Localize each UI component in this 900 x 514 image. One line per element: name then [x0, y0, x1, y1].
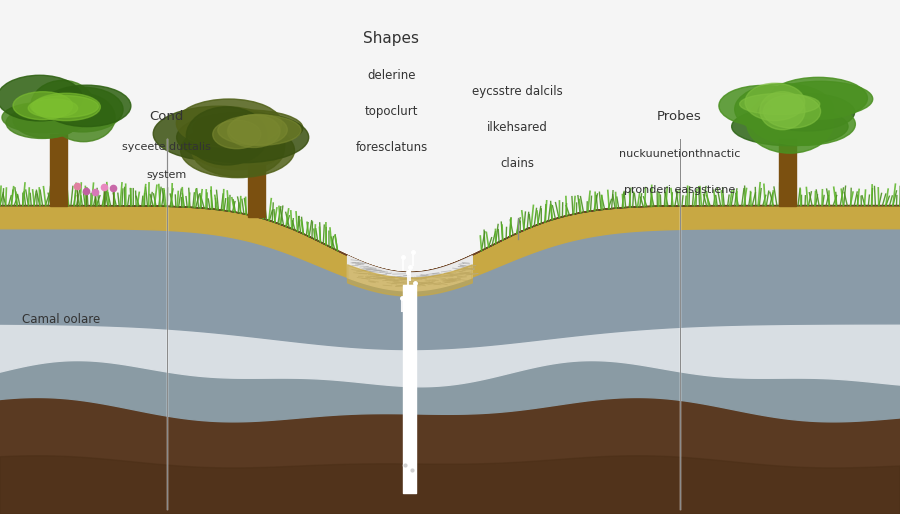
Ellipse shape [181, 123, 294, 178]
Ellipse shape [32, 93, 101, 121]
Text: clains: clains [500, 157, 535, 170]
Text: system: system [147, 170, 186, 180]
Bar [779, 139, 796, 206]
Text: eycsstre dalcils: eycsstre dalcils [472, 85, 562, 98]
Ellipse shape [768, 81, 873, 117]
Ellipse shape [719, 85, 806, 126]
Ellipse shape [192, 122, 284, 177]
Bar [50, 134, 67, 206]
Ellipse shape [740, 94, 820, 115]
Bar [248, 166, 265, 217]
Ellipse shape [770, 77, 868, 119]
Ellipse shape [747, 93, 833, 153]
Text: delerine: delerine [367, 69, 416, 82]
Text: foresclatuns: foresclatuns [356, 141, 427, 154]
Ellipse shape [6, 107, 78, 138]
Ellipse shape [218, 115, 301, 145]
Ellipse shape [176, 112, 309, 163]
Text: topoclurt: topoclurt [364, 105, 418, 118]
Ellipse shape [31, 80, 94, 133]
Ellipse shape [758, 94, 855, 131]
Text: Probes: Probes [657, 111, 702, 123]
Ellipse shape [752, 103, 855, 145]
Ellipse shape [43, 85, 130, 126]
Text: Camal oolare: Camal oolare [22, 314, 101, 326]
Ellipse shape [745, 83, 805, 121]
Ellipse shape [193, 110, 303, 146]
Ellipse shape [734, 84, 833, 135]
Ellipse shape [14, 101, 80, 138]
Ellipse shape [176, 99, 282, 148]
Ellipse shape [189, 121, 285, 170]
Text: Cond: Cond [149, 111, 184, 123]
Ellipse shape [13, 91, 73, 120]
Ellipse shape [0, 75, 82, 121]
Ellipse shape [31, 96, 98, 117]
Text: pronderi easgstiene: pronderi easgstiene [624, 186, 735, 195]
Ellipse shape [229, 115, 287, 145]
Ellipse shape [760, 91, 805, 130]
Ellipse shape [212, 120, 261, 149]
Text: syceete duttalis: syceete duttalis [122, 142, 211, 152]
Ellipse shape [186, 107, 267, 165]
Text: Shapes: Shapes [364, 31, 419, 46]
Ellipse shape [763, 95, 821, 128]
Text: ilkehsared: ilkehsared [487, 121, 548, 134]
Text: nuckuunetionthnactic: nuckuunetionthnactic [619, 150, 740, 159]
Ellipse shape [228, 115, 280, 148]
Ellipse shape [42, 87, 123, 132]
Ellipse shape [28, 99, 77, 117]
Ellipse shape [52, 94, 115, 142]
Ellipse shape [2, 102, 84, 133]
Ellipse shape [732, 107, 848, 146]
Ellipse shape [153, 106, 284, 161]
